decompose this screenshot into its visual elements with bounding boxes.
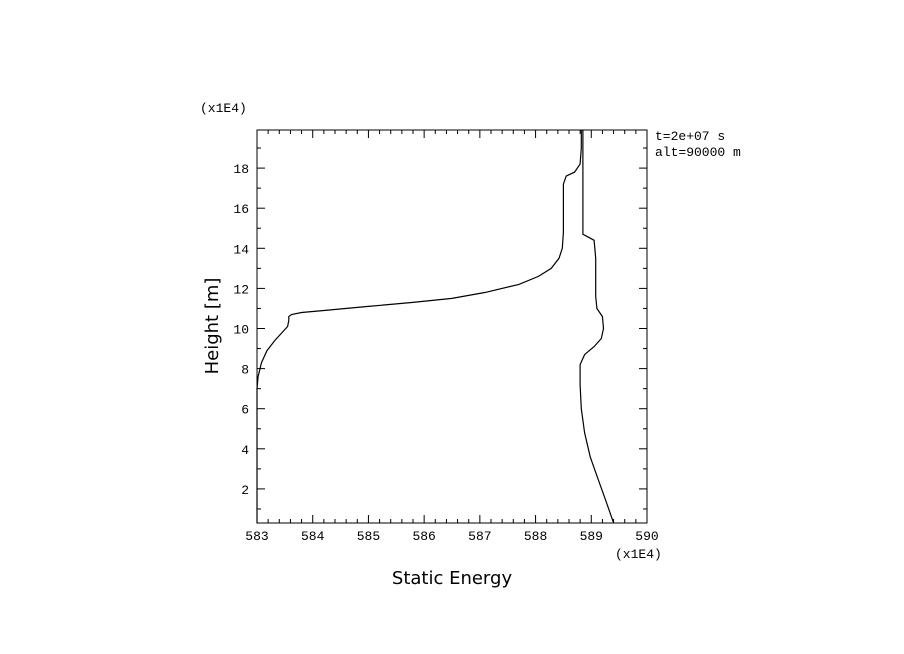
y-tick-label: 6	[241, 403, 249, 418]
ticks	[256, 130, 648, 523]
y-scale-label: (x1E4)	[200, 101, 247, 116]
series-line-profile-b	[579, 130, 615, 524]
y-tick-label: 16	[233, 202, 249, 217]
y-tick-label: 10	[233, 323, 249, 338]
y-tick-label: 4	[241, 443, 249, 458]
y-axis-title: Height [m]	[202, 278, 223, 375]
plot-frame	[256, 129, 648, 524]
annotation-time: t=2e+07 s	[655, 129, 725, 144]
y-tick-label: 18	[233, 162, 249, 177]
x-tick-label: 587	[468, 529, 491, 544]
annotation-altitude: alt=90000 m	[655, 145, 741, 160]
y-tick-label: 2	[241, 483, 249, 498]
x-scale-label: (x1E4)	[615, 547, 662, 562]
x-tick-label: 585	[357, 529, 380, 544]
x-tick-label: 586	[412, 529, 435, 544]
y-tick-label: 14	[233, 242, 249, 257]
tick-labels: 583 584 585 586 587 588 589 590 2 4 6 8 10 12 14 16 18	[233, 162, 658, 544]
x-tick-label: 584	[301, 529, 325, 544]
x-tick-label: 589	[580, 529, 603, 544]
x-tick-label: 588	[524, 529, 547, 544]
series-line-profile-a	[256, 130, 582, 523]
x-axis-title: Static Energy	[392, 568, 513, 589]
y-tick-label: 12	[233, 282, 249, 297]
x-tick-label: 583	[245, 529, 268, 544]
y-tick-label: 8	[241, 363, 249, 378]
x-tick-label: 590	[635, 529, 658, 544]
series-layer	[256, 130, 615, 524]
